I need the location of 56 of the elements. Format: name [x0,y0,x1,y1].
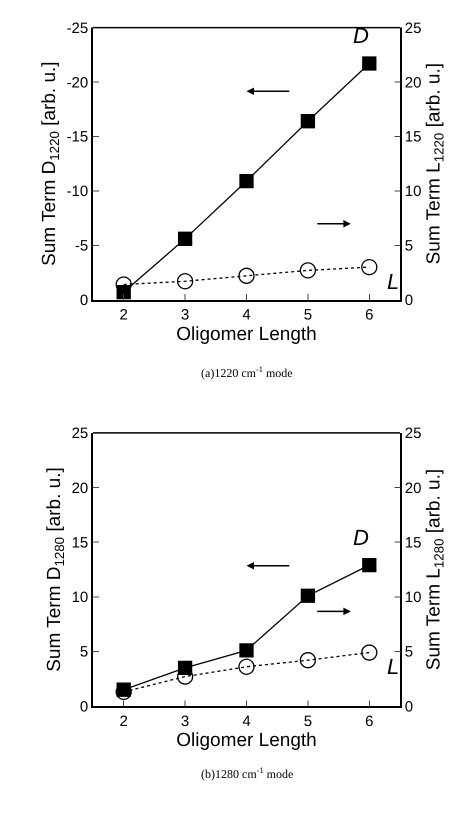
series-label: D [353,525,369,550]
series-label: L [387,654,400,679]
y2-tick-label: 0 [404,698,414,716]
y2-tick-label: 20 [404,480,422,497]
point [361,644,378,661]
point [238,268,255,284]
y-tick-label: 20 [72,480,88,497]
y-tick-label: -15 [66,128,88,146]
x-tick-label: 4 [242,712,251,730]
y2-tick-label: 25 [404,425,422,442]
x-tick-label: 5 [304,712,312,730]
x-tick-label: 6 [365,712,374,730]
point [300,114,316,128]
point [239,643,254,658]
point [176,273,194,290]
y2-tick-label: 15 [404,128,422,146]
x-tick-label: 2 [120,306,128,324]
y2-tick-label: 0 [404,292,414,310]
x-tick-label: 2 [120,712,128,730]
y2-tick-label: 10 [404,589,422,606]
y2-tick-label: 5 [404,644,414,661]
point [300,588,316,603]
x-tick-label: 4 [242,306,251,324]
y2-tick-label: 5 [404,238,414,255]
y-tick-label: 5 [80,644,88,661]
point [239,174,254,188]
y-tick-label: -20 [66,74,88,92]
point [362,56,376,71]
y-tick-label: -25 [66,20,88,37]
x-tick-label: 6 [365,306,374,324]
point [362,558,376,572]
series-label: L [387,269,400,294]
y-tick-label: 25 [72,425,88,442]
x-axis-title: Oligomer Length [176,730,317,752]
y-tick-label: 10 [72,589,88,606]
y-tick-label: 0 [80,292,88,310]
point [361,258,378,276]
series-label: D [353,23,369,48]
y-tick-label: -10 [66,183,88,200]
y-tick-label: 0 [80,698,88,716]
y2-tick-label: 25 [404,20,422,37]
x-axis-title: Oligomer Length [176,324,317,345]
x-tick-label: 3 [180,712,190,730]
point [300,652,316,668]
y-tick-label: -5 [74,238,88,255]
text: (a)1220 cm$^{-1}$ mode [201,365,293,380]
x-tick-label: 3 [180,306,190,324]
x-tick-label: 5 [304,306,312,324]
point [300,262,316,279]
point [178,232,192,246]
text: (b)1280 cm$^{-1}$ mode [201,766,294,782]
y2-tick-label: 20 [404,74,422,92]
y2-tick-label: 15 [404,534,422,552]
y-tick-label: 15 [72,534,88,552]
y2-tick-label: 10 [404,183,422,200]
point [238,658,255,675]
